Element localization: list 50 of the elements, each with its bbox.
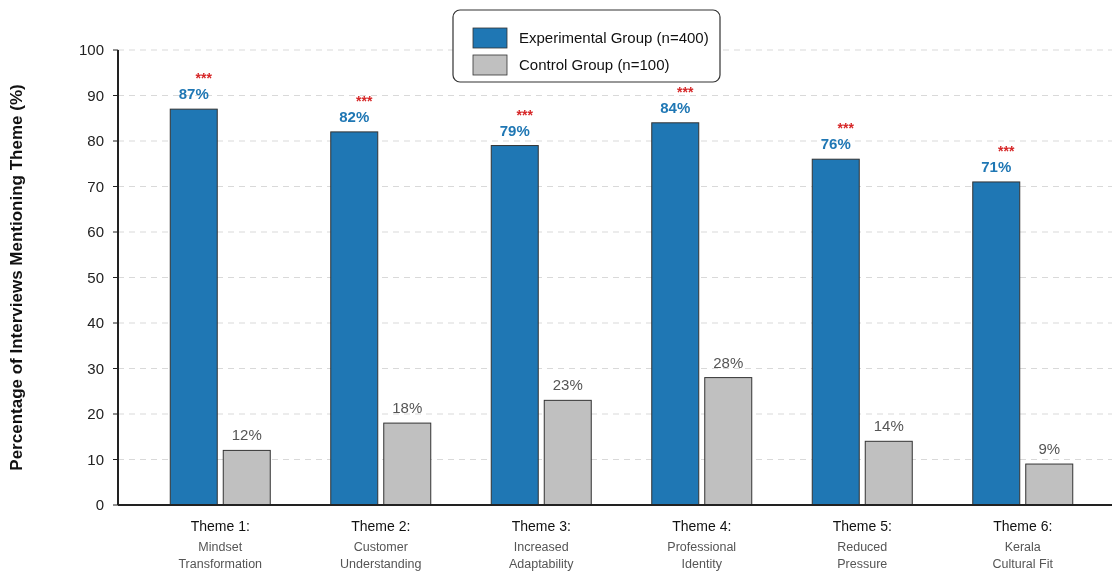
- y-tick-label: 30: [87, 359, 104, 377]
- y-tick-label: 40: [87, 314, 104, 332]
- x-tick-label: Theme 6: Kerala Cultural Fit: [992, 518, 1054, 571]
- bar: [651, 122, 700, 506]
- y-tick-label: 20: [87, 405, 104, 423]
- data-label: 87%: [178, 85, 209, 103]
- y-axis-title: Percentage of Interviews Mentioning Theme (%): [7, 84, 26, 471]
- bar: [1025, 463, 1074, 506]
- data-label: 79%: [499, 121, 530, 139]
- x-tick-label: Theme 1: Mindset Transformation: [178, 518, 263, 571]
- bar: [704, 377, 753, 506]
- annotation: ***: [677, 83, 694, 100]
- bar: [222, 449, 271, 506]
- y-tick-label: 60: [87, 223, 104, 241]
- annotation: ***: [516, 106, 534, 123]
- data-label: 9%: [1038, 440, 1061, 458]
- x-tick-label: Theme 5: Reduced Pressure: [832, 518, 892, 571]
- bar: [543, 399, 592, 506]
- bar: [383, 422, 432, 506]
- bar: [490, 145, 539, 506]
- data-label: 84%: [660, 98, 691, 116]
- x-tick-label: Theme 2: Customer Understanding: [340, 518, 422, 571]
- bar: [972, 181, 1021, 506]
- bar: [864, 440, 913, 506]
- annotation: ***: [998, 142, 1015, 159]
- y-tick-label: 10: [87, 450, 104, 468]
- y-tick-label: 90: [87, 86, 104, 104]
- annotation: ***: [356, 92, 373, 109]
- legend-label: Experimental Group (n=400): [519, 29, 709, 47]
- bar: [811, 158, 860, 506]
- annotation: ***: [195, 70, 213, 87]
- data-label: 12%: [231, 426, 262, 444]
- y-tick-label: 70: [87, 177, 104, 195]
- data-label: 71%: [981, 157, 1012, 175]
- annotation: ***: [837, 120, 855, 137]
- y-tick-label: 50: [87, 268, 104, 286]
- y-tick-label: 0: [95, 496, 104, 514]
- data-label: 23%: [552, 376, 583, 394]
- y-tick-label: 80: [87, 132, 104, 150]
- x-tick-label: Theme 4: Professional Identity: [667, 518, 737, 571]
- x-tick-label: Theme 3: Increased Adaptability: [508, 518, 575, 571]
- data-label: 18%: [392, 399, 423, 417]
- data-label: 14%: [873, 417, 904, 435]
- data-label: 82%: [339, 107, 370, 125]
- data-label: 76%: [820, 135, 851, 153]
- data-label: 28%: [713, 353, 744, 371]
- bar: [169, 108, 218, 506]
- y-tick-label: 100: [78, 41, 104, 59]
- bar: [330, 131, 379, 506]
- legend-label: Control Group (n=100): [519, 56, 670, 74]
